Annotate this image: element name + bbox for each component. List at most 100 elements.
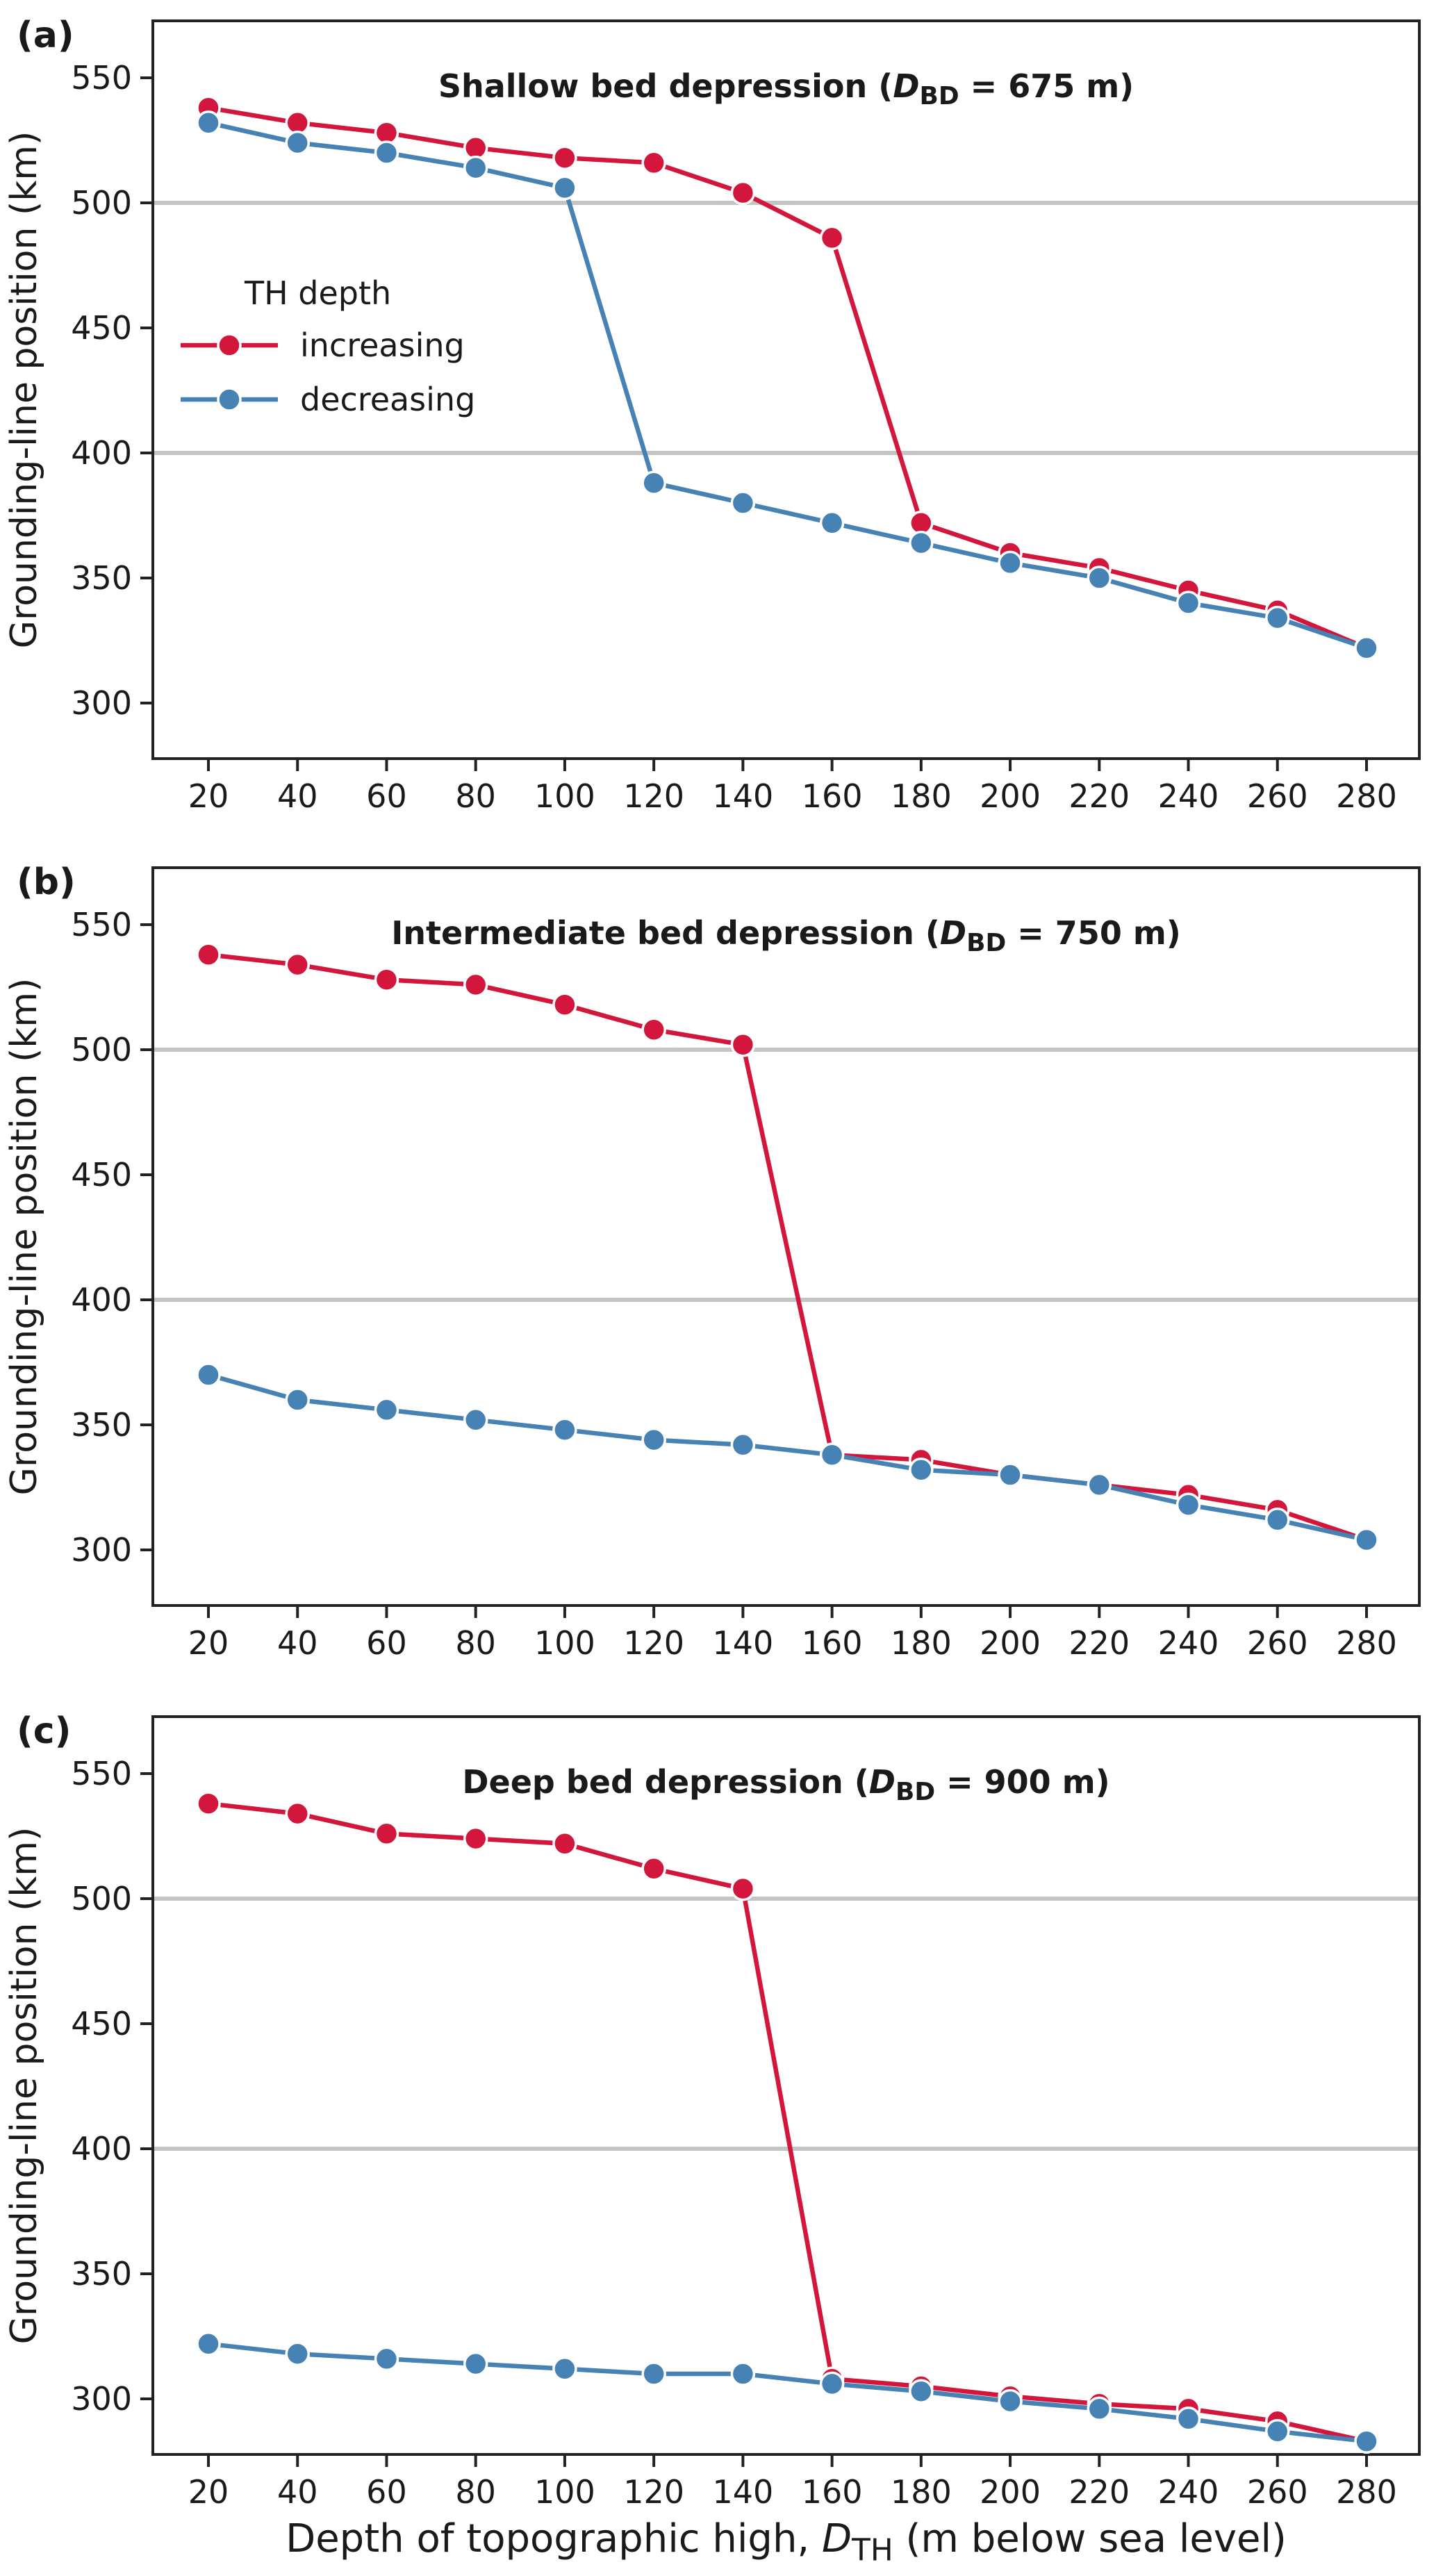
series-decreasing-marker xyxy=(463,2351,488,2377)
series-decreasing-marker xyxy=(998,1462,1023,1487)
series-decreasing-marker xyxy=(998,2388,1023,2414)
panel-letter: (c) xyxy=(17,1710,71,1752)
series-decreasing-marker xyxy=(285,130,310,156)
x-tick-label: 80 xyxy=(455,1624,496,1662)
series-increasing-marker xyxy=(730,1032,756,1057)
series-decreasing-marker xyxy=(196,1362,221,1387)
legend-decreasing-label: decreasing xyxy=(300,381,475,418)
series-decreasing-marker xyxy=(819,2371,845,2397)
x-tick-label: 160 xyxy=(802,1624,863,1662)
series-decreasing-marker xyxy=(1175,591,1201,616)
axes-frame xyxy=(151,866,1421,1607)
y-tick-label: 500 xyxy=(71,184,132,222)
x-tick-label: 260 xyxy=(1247,1624,1308,1662)
y-tick-label: 400 xyxy=(71,1281,132,1319)
series-decreasing-marker xyxy=(641,2361,666,2386)
x-tick-label: 240 xyxy=(1158,2473,1219,2511)
x-axis-label: Depth of topographic high, DTH (m below … xyxy=(286,2516,1287,2568)
y-axis-label: Grounding-line position (km) xyxy=(3,131,45,649)
x-tick-label: 180 xyxy=(891,1624,952,1662)
series-decreasing-marker xyxy=(1354,1527,1379,1553)
series-decreasing-marker xyxy=(730,2361,756,2386)
y-tick-label: 500 xyxy=(71,1031,132,1068)
series-decreasing-line xyxy=(208,2341,1367,2444)
series-decreasing-marker xyxy=(1087,1472,1112,1498)
panel-a-chart: 550 500 450 400 350 300 20 40 60 80 100 120 140 160 18… xyxy=(3,15,1421,815)
axes-frame xyxy=(151,19,1421,760)
series-increasing-marker xyxy=(730,180,756,206)
x-tick-label: 160 xyxy=(802,2473,863,2511)
series-decreasing-marker xyxy=(374,1397,399,1423)
y-tick-label: 400 xyxy=(71,2130,132,2168)
series-decreasing-marker xyxy=(909,530,934,556)
series-decreasing-marker xyxy=(1087,2396,1112,2422)
x-tick-label: 40 xyxy=(277,777,318,815)
x-tick-label: 60 xyxy=(366,777,407,815)
series-increasing-marker xyxy=(552,992,577,1017)
x-tick-label: 200 xyxy=(980,1624,1041,1662)
y-tick-label: 450 xyxy=(71,2005,132,2042)
x-tick-label: 240 xyxy=(1158,777,1219,815)
y-tick-label: 350 xyxy=(71,1406,132,1444)
x-tick-label: 100 xyxy=(534,777,595,815)
series-decreasing-marker xyxy=(463,155,488,181)
x-tick-label: 60 xyxy=(366,2473,407,2511)
x-tick-label: 280 xyxy=(1336,1624,1397,1662)
series-increasing-marker xyxy=(196,942,221,967)
series-decreasing-marker xyxy=(1175,1492,1201,1517)
x-tick-label: 140 xyxy=(712,777,773,815)
series-decreasing-marker xyxy=(196,110,221,135)
x-tick-label: 200 xyxy=(980,777,1041,815)
legend: TH depth increasing decreasing xyxy=(181,274,475,418)
panel-c-chart: 550 500 450 400 350 300 20 40 60 80 100 120 140 160 18… xyxy=(3,1710,1421,2568)
x-tick-label: 40 xyxy=(277,1624,318,1662)
x-tick-label: 200 xyxy=(980,2473,1041,2511)
series-decreasing-marker xyxy=(909,2379,934,2404)
axes-frame xyxy=(151,1715,1421,2456)
x-tick-label: 120 xyxy=(623,777,684,815)
series-decreasing-marker xyxy=(1087,565,1112,591)
series-decreasing-marker xyxy=(285,2341,310,2366)
series-increasing-marker xyxy=(641,150,666,176)
series-decreasing-marker xyxy=(374,2346,399,2372)
series-increasing-line xyxy=(208,952,1368,1542)
x-tick-label: 140 xyxy=(712,2473,773,2511)
series-decreasing-marker xyxy=(1265,2419,1290,2444)
panel-letter: (a) xyxy=(17,15,74,56)
x-tick-label: 100 xyxy=(534,1624,595,1662)
series-decreasing-marker xyxy=(196,2331,221,2356)
series-decreasing-marker xyxy=(730,1433,756,1458)
y-tick-label: 300 xyxy=(71,684,132,722)
x-tick-label: 240 xyxy=(1158,1624,1219,1662)
x-tick-label: 80 xyxy=(455,2473,496,2511)
y-axis-label: Grounding-line position (km) xyxy=(3,1827,45,2345)
x-tick-label: 140 xyxy=(712,1624,773,1662)
panel-title: Deep bed depression (DBD = 900 m) xyxy=(462,1763,1109,1806)
series-increasing-marker xyxy=(819,225,845,251)
panel-title: Shallow bed depression (DBD = 675 m) xyxy=(438,67,1134,110)
x-tick-label: 20 xyxy=(188,2473,229,2511)
x-tick-label: 60 xyxy=(366,1624,407,1662)
series-increasing-marker xyxy=(285,1801,310,1826)
x-tick-label: 20 xyxy=(188,777,229,815)
y-tick-label: 450 xyxy=(71,1156,132,1194)
x-tick-label: 180 xyxy=(891,2473,952,2511)
y-tick-label: 550 xyxy=(71,59,132,97)
series-increasing-marker xyxy=(730,1876,756,1901)
legend-increasing-label: increasing xyxy=(300,327,465,364)
y-tick-label: 300 xyxy=(71,1531,132,1569)
y-tick-label: 350 xyxy=(71,559,132,597)
series-increasing-marker xyxy=(641,1856,666,1881)
series-decreasing-marker xyxy=(1354,636,1379,661)
x-tick-label: 280 xyxy=(1336,2473,1397,2511)
series-decreasing-marker xyxy=(641,1427,666,1453)
x-tick-label: 220 xyxy=(1068,777,1130,815)
series-increasing-marker xyxy=(552,1831,577,1856)
x-tick-label: 20 xyxy=(188,1624,229,1662)
x-tick-label: 160 xyxy=(802,777,863,815)
y-tick-label: 550 xyxy=(71,906,132,943)
series-increasing-marker xyxy=(374,967,399,992)
series-increasing-marker xyxy=(641,1017,666,1042)
x-tick-label: 80 xyxy=(455,777,496,815)
